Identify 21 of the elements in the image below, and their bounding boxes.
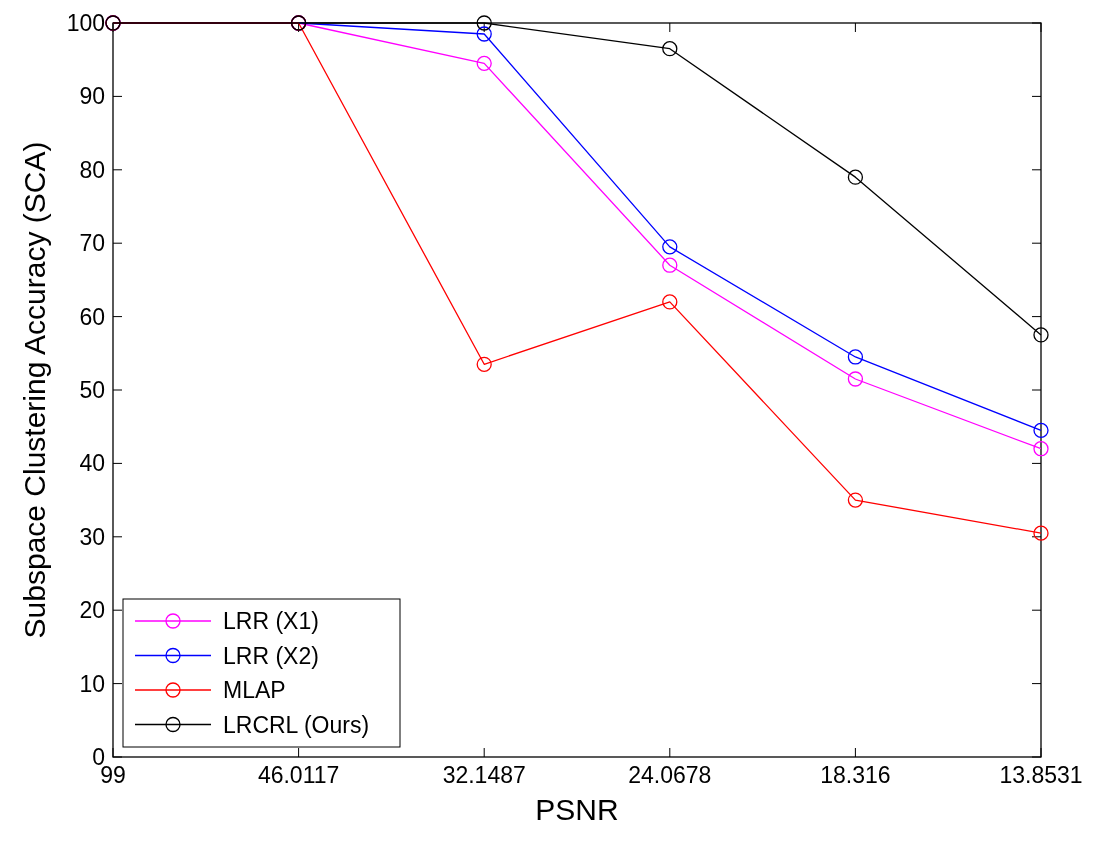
legend-label: LRCRL (Ours) [223, 711, 370, 738]
x-tick-label: 24.0678 [628, 762, 712, 788]
y-tick-label: 50 [79, 377, 105, 403]
y-tick-label: 100 [66, 10, 105, 36]
y-tick-label: 70 [79, 230, 105, 257]
legend-label: LRR (X1) [223, 608, 319, 634]
x-tick-label: 13.8531 [999, 762, 1083, 788]
y-tick-label: 60 [79, 303, 105, 330]
y-axis-title: Subspace Clustering Accuracy (SCA) [18, 141, 51, 639]
y-tick-label: 20 [79, 597, 105, 624]
y-tick-label: 10 [79, 670, 105, 697]
y-tick-label: 90 [79, 83, 105, 110]
legend-label: MLAP [223, 677, 286, 703]
x-tick-label: 18.316 [820, 762, 891, 788]
y-tick-label: 80 [79, 156, 105, 183]
y-tick-label: 30 [79, 523, 105, 550]
x-tick-label: 32.1487 [442, 762, 526, 788]
y-tick-label: 40 [79, 450, 105, 477]
legend-label: LRR (X2) [223, 642, 319, 669]
x-axis-title: PSNR [535, 793, 619, 826]
x-tick-label: 46.0117 [257, 762, 340, 788]
